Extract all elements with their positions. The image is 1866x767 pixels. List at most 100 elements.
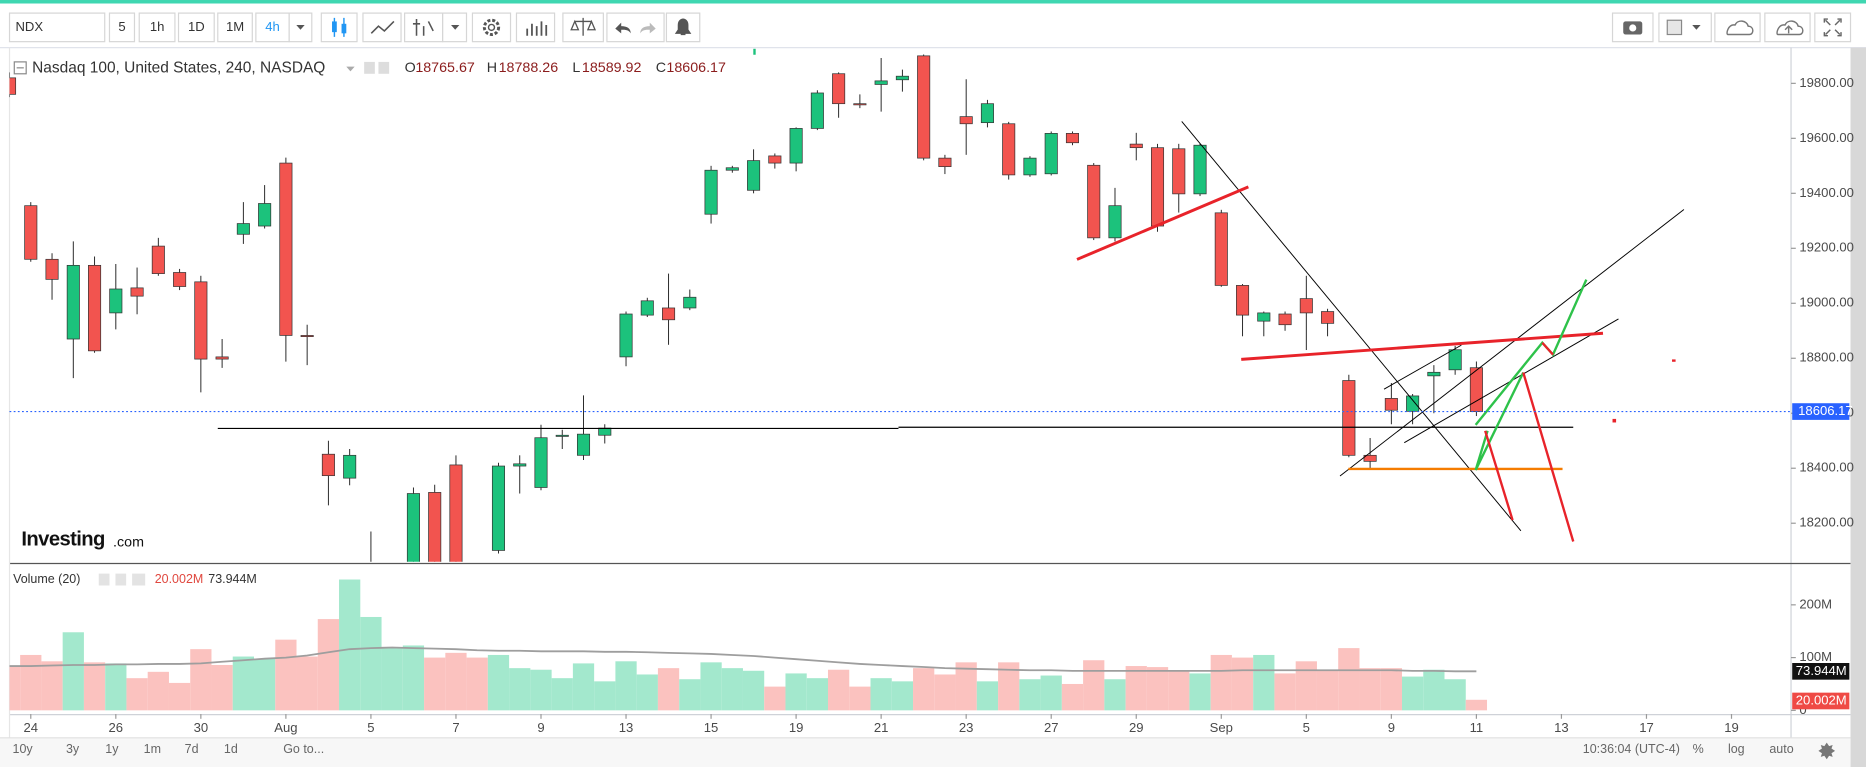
footer-bg [0,737,1851,767]
x-tick-label: 7 [452,720,459,735]
volume-bar [424,657,446,711]
layout-icon [1666,19,1683,36]
volume-bar [1210,654,1232,711]
range-button[interactable]: 1y [105,742,119,756]
range-button[interactable]: 1m [144,742,161,756]
fullscreen-icon [1823,18,1842,37]
volume-bar [296,656,318,711]
compare-button[interactable] [362,12,402,43]
camera-icon [1629,24,1637,32]
candle-body [1342,380,1356,456]
redo-icon [640,22,656,34]
volume-bar [466,657,488,711]
scale-icon [570,17,597,36]
range-button[interactable]: Go to... [283,742,324,756]
volume-bar [551,678,573,711]
candle-body [491,465,506,551]
y-tick-label: 18800.00 [1799,350,1854,365]
candle-body [725,167,739,171]
scale-option[interactable]: log [1728,742,1745,756]
interval-button[interactable] [217,12,253,43]
x-tick-label: 27 [1044,720,1059,735]
volume-bar [955,662,977,711]
clock: 10:36:04 (UTC-4) [1583,742,1680,756]
bars-icon [526,21,548,36]
volume-bar [1338,648,1360,711]
y-tick-label: 19800.00 [1799,75,1854,90]
legend-icon[interactable] [98,573,110,586]
scale-option[interactable]: auto [1769,742,1793,756]
volume-bar [1083,660,1105,711]
volume-bar [41,661,63,711]
x-tick-label: 30 [194,720,209,735]
candle-body [1065,133,1079,144]
candle-body [130,287,144,297]
undo-icon [615,22,631,34]
candle-body [343,454,357,479]
candle-body [1406,395,1420,412]
x-tick-label: 9 [537,720,544,735]
legend-label: C [656,60,666,76]
candle-body [321,453,335,477]
volume-bar [998,662,1020,711]
legend-icon[interactable] [132,573,146,586]
interval-button[interactable] [108,12,136,43]
candle-body [66,264,80,340]
volume-bar [976,681,999,711]
interval-button[interactable] [138,12,176,43]
volume-bar [487,654,510,711]
volume-y-tick-label: 100M [1799,649,1832,664]
volume-bar [1061,683,1084,711]
settings-button[interactable] [471,12,512,43]
gear-icon [487,23,496,32]
interval-label: 5 [118,19,125,34]
range-button[interactable]: 1d [224,742,238,756]
symbol-input[interactable] [8,12,106,43]
legend-icon[interactable] [378,61,390,74]
x-tick-label: 21 [874,720,889,735]
range-button[interactable]: 10y [13,742,34,756]
volume-bar [317,619,340,711]
volume-bar [1146,667,1169,711]
templates-button[interactable] [515,12,556,43]
candle-body [768,155,782,164]
candle-icon [332,21,337,33]
candle-body [9,77,17,95]
legend-label: O [405,60,416,76]
candle-body [683,296,697,309]
scale-option[interactable]: % [1693,742,1704,756]
volume-bar [402,645,425,711]
volume-bar [870,678,892,711]
gear-icon [482,18,501,37]
candle-body [236,223,250,235]
settings-gear[interactable] [1818,742,1836,760]
candle-body [555,434,569,437]
interval-button[interactable] [177,12,215,43]
last-price-box [1792,403,1850,420]
candle-body [1087,164,1101,239]
drawings [217,48,1685,542]
legend-value: 18765.67 [415,60,475,76]
legend-icon[interactable] [115,573,127,586]
interval-button[interactable] [255,12,290,43]
x-tick-label: 11 [1470,720,1484,735]
legend-icon[interactable] [364,61,375,74]
range-button[interactable]: 7d [185,742,199,756]
range-button[interactable]: 3y [66,742,80,756]
load-button[interactable] [1714,12,1761,43]
volume-bar [636,674,658,711]
x-tick-label: 5 [1303,720,1310,735]
volume-bar [1125,666,1147,711]
y-tick-label: 19200.00 [1799,240,1854,255]
volume-bar [594,681,616,711]
candle-type-button[interactable] [320,12,358,43]
undo-redo[interactable] [606,12,665,43]
green-projection [1474,371,1525,471]
fullscreen-button[interactable] [1814,12,1852,43]
candle-body [917,55,931,159]
volume-bar [764,686,786,711]
volume-bar [721,668,743,711]
candle-body [406,493,420,562]
candle-body [1236,285,1250,316]
